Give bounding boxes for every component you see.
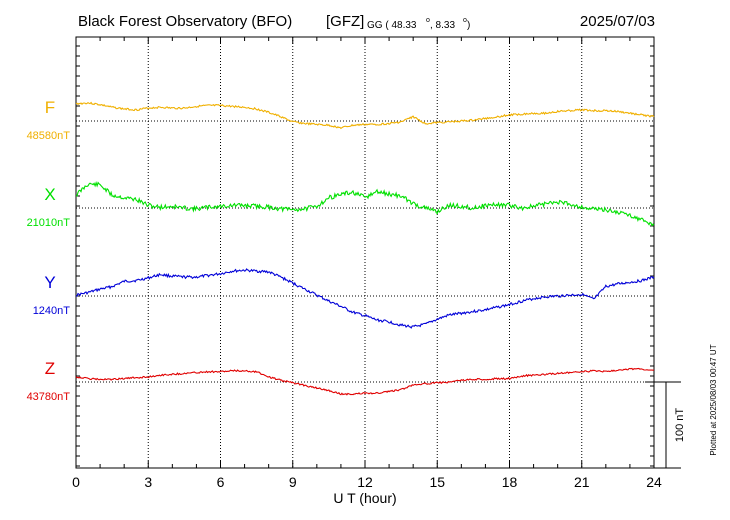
x-tick-label-24: 24 xyxy=(646,474,662,490)
x-tick-label-9: 9 xyxy=(289,474,297,490)
baseline-value-Y: 1240nT xyxy=(33,305,71,317)
x-tick-label-18: 18 xyxy=(502,474,518,490)
coords-prefix: GG ( 48.33 xyxy=(367,20,417,31)
x-tick-label-6: 6 xyxy=(217,474,225,490)
x-tick-label-3: 3 xyxy=(144,474,152,490)
degree-mark-2: o xyxy=(463,17,467,24)
chart-date: 2025/07/03 xyxy=(580,13,655,30)
component-name-Y: Y xyxy=(44,273,55,292)
x-tick-label-12: 12 xyxy=(357,474,373,490)
coords-mid: , 8.33 xyxy=(430,20,455,31)
component-name-Z: Z xyxy=(45,359,55,378)
x-axis-label: U T (hour) xyxy=(333,490,396,506)
chart-title: Black Forest Observatory (BFO) xyxy=(78,13,292,30)
coords-suffix: ) xyxy=(467,20,470,31)
component-labels: F 48580nT X 21010nT Y 1240nT Z 43780nT xyxy=(27,98,71,403)
series-line-X xyxy=(75,181,655,227)
x-tick-labels: 0 3 6 9 12 15 18 21 24 xyxy=(72,474,662,490)
plotted-at-label: Plotted at 2025/08/03 00:47 UT xyxy=(709,344,718,455)
plot-grid xyxy=(76,37,654,468)
x-tick-label-21: 21 xyxy=(574,474,590,490)
baseline-value-Z: 43780nT xyxy=(27,391,71,403)
series-group xyxy=(75,101,655,396)
component-name-F: F xyxy=(45,98,55,117)
axis-ticks xyxy=(75,37,655,468)
series-line-F xyxy=(75,101,655,130)
series-line-Z xyxy=(75,367,655,396)
baseline-value-X: 21010nT xyxy=(27,217,71,229)
series-line-Y xyxy=(75,268,655,329)
x-tick-label-0: 0 xyxy=(72,474,80,490)
baseline-value-F: 48580nT xyxy=(27,130,71,142)
scale-bar-label: 100 nT xyxy=(674,408,686,443)
degree-mark-1: o xyxy=(426,17,430,24)
x-tick-label-15: 15 xyxy=(429,474,445,490)
component-name-X: X xyxy=(44,185,55,204)
data-source: [GFZ] xyxy=(326,13,364,30)
